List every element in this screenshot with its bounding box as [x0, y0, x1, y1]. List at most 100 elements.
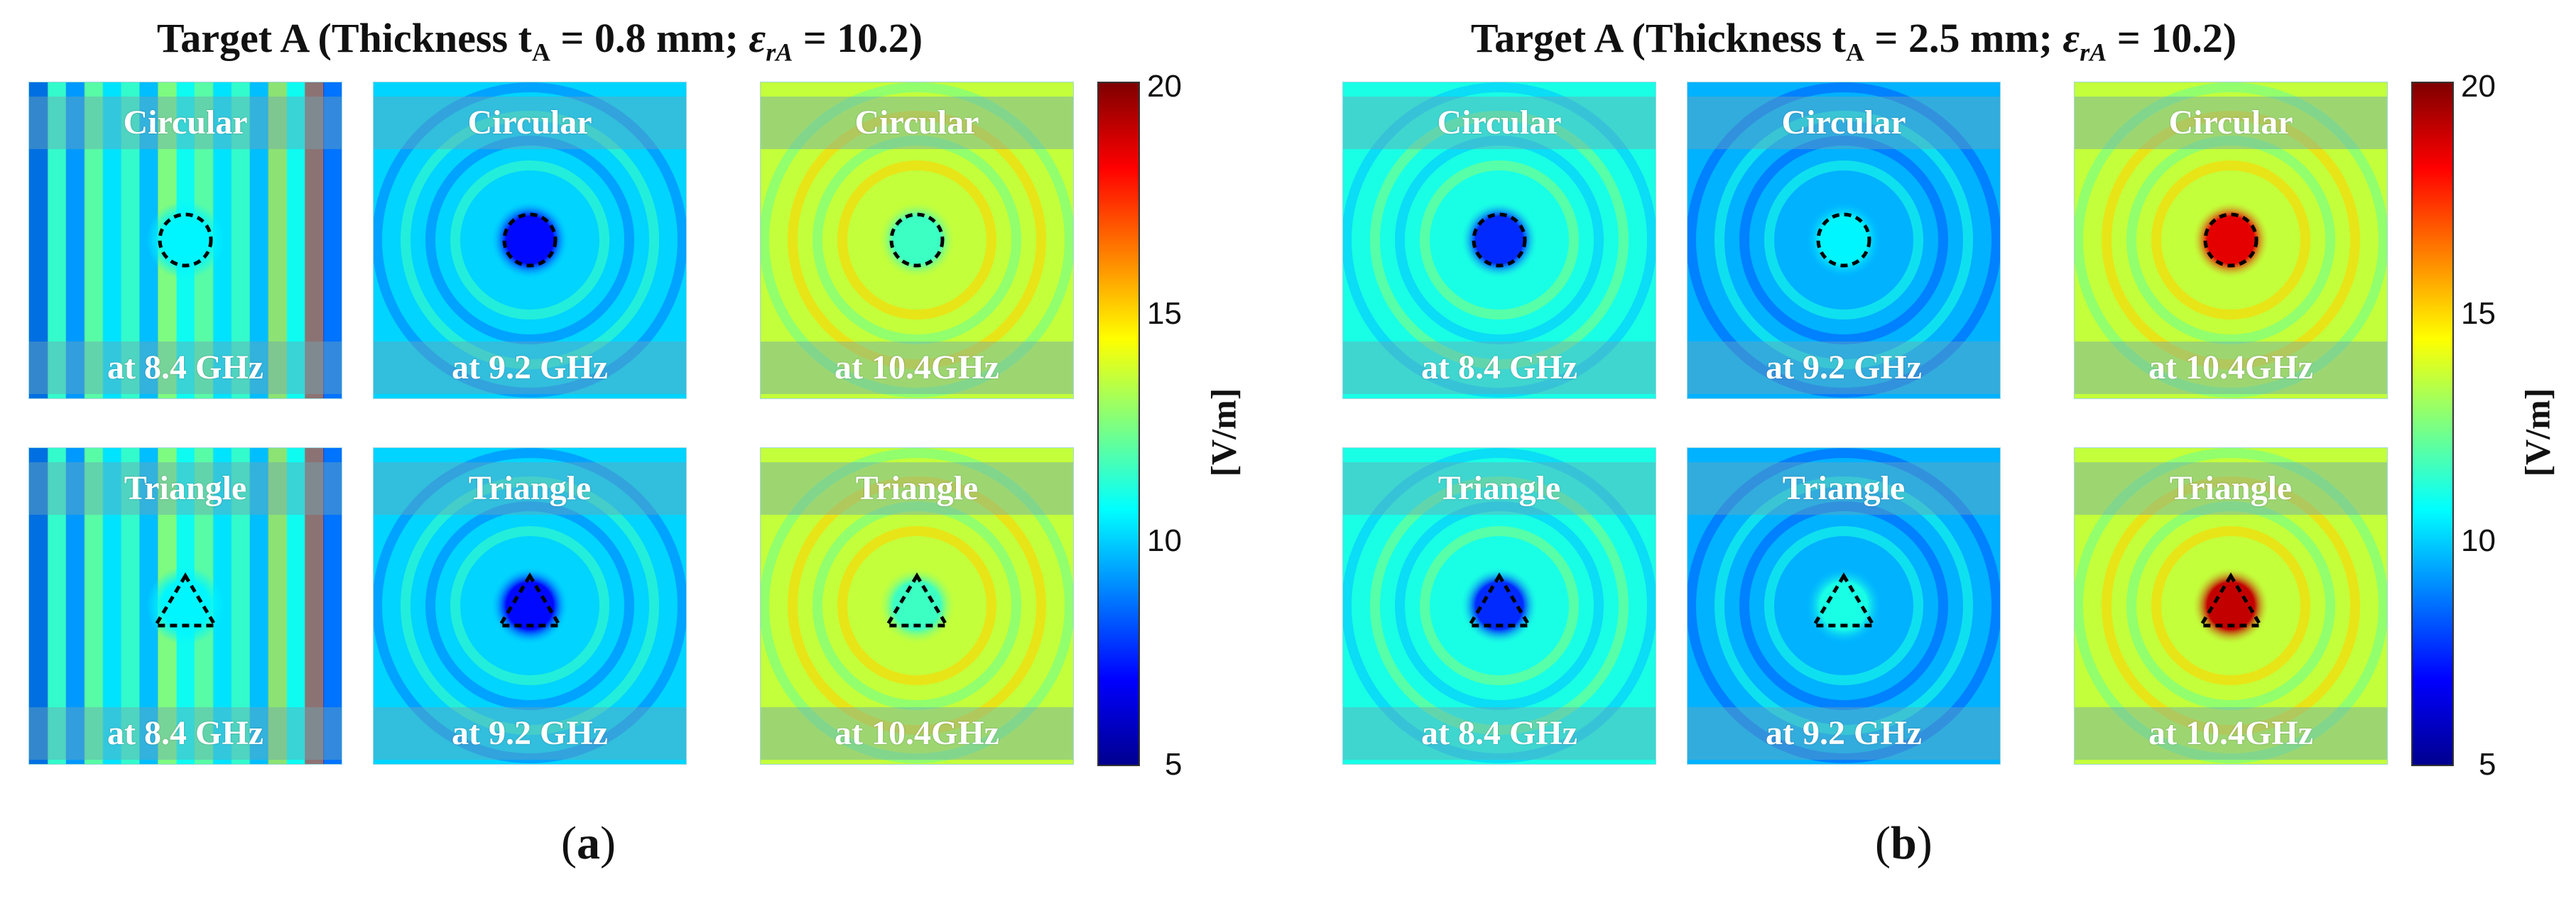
field-ring: [1688, 448, 2000, 763]
field-ring: [761, 82, 1073, 398]
field-ring: [1343, 82, 1656, 398]
frequency-label: at 8.4 GHz: [1343, 707, 1656, 760]
field-ring: [1420, 160, 1579, 320]
field-stripe: [323, 82, 342, 398]
field-map: [1343, 82, 1656, 398]
shape-label: Circular: [374, 97, 686, 149]
heatmap-tile: Circular at 8.4 GHz: [28, 82, 342, 399]
colorbar-b-tick: 10: [2461, 523, 2496, 558]
target-triangle-outline: [1810, 572, 1877, 628]
frequency-label: at 10.4GHz: [761, 342, 1073, 394]
heatmap-tile: Triangle at 9.2 GHz: [1687, 447, 2001, 765]
target-triangle-outline: [2197, 572, 2264, 628]
field-stripe: [249, 82, 269, 398]
field-ring: [1370, 476, 1629, 735]
field-center: [491, 567, 569, 645]
field-ring: [2075, 82, 2387, 398]
field-map: [29, 82, 342, 398]
field-stripe: [65, 82, 85, 398]
colorbar-a-tick: 15: [1147, 296, 1182, 331]
field-ring: [1420, 526, 1579, 685]
field-ring: [2126, 136, 2335, 344]
field-center: [2192, 567, 2270, 645]
target-circle-outline: [1816, 212, 1871, 268]
field-ring: [1688, 82, 2000, 398]
field-center: [878, 201, 956, 279]
shape-label: Triangle: [2075, 462, 2387, 515]
field-ring: [1764, 160, 1923, 320]
field-center: [146, 201, 224, 279]
target-circle-outline: [2203, 212, 2259, 268]
field-ring: [1739, 501, 1948, 710]
field-stripe: [323, 448, 342, 764]
field-stripe: [231, 448, 251, 764]
shape-label: Triangle: [1343, 462, 1656, 515]
colorbar-a-tick: 10: [1147, 523, 1182, 558]
field-stripe: [84, 82, 104, 398]
target-circle-outline: [1472, 212, 1527, 268]
frequency-label: at 9.2 GHz: [1688, 342, 2000, 394]
heatmap-tile: Circular at 9.2 GHz: [373, 82, 687, 399]
colorbar-a-tick: 20: [1147, 69, 1182, 104]
field-center: [491, 201, 569, 279]
field-stripe: [65, 448, 85, 764]
field-stripe: [121, 448, 141, 764]
target-circle-outline: [889, 212, 945, 268]
field-ring: [788, 111, 1046, 369]
frequency-label: at 9.2 GHz: [374, 707, 686, 760]
field-center: [1460, 567, 1538, 645]
field-stripe: [268, 448, 288, 764]
field-ring: [788, 476, 1046, 735]
field-stripe: [305, 82, 325, 398]
field-stripe: [84, 448, 104, 764]
field-stripe: [47, 448, 67, 764]
panel-b-title: Target A (Thickness tA = 2.5 mm; εrA = 1…: [1470, 15, 2237, 67]
shape-label: Triangle: [1688, 462, 2000, 515]
heatmap-tile: Circular at 10.4GHz: [2074, 82, 2388, 399]
field-map: [1688, 82, 2000, 398]
frequency-label: at 9.2 GHz: [374, 342, 686, 394]
shape-label: Circular: [761, 97, 1073, 149]
field-map: [2075, 82, 2387, 398]
field-ring: [2151, 526, 2310, 685]
field-center: [1805, 567, 1883, 645]
field-stripe: [249, 448, 269, 764]
field-ring: [1739, 136, 1948, 344]
field-map: [1688, 448, 2000, 764]
field-ring: [813, 136, 1021, 344]
field-ring: [837, 160, 996, 320]
frequency-label: at 8.4 GHz: [29, 342, 342, 394]
field-ring: [1764, 526, 1923, 685]
field-ring: [2102, 476, 2360, 735]
colorbar-b-unit: [V/m]: [2517, 388, 2558, 477]
colorbar-a-tick: 5: [1165, 747, 1183, 782]
field-stripe: [286, 448, 306, 764]
panel-a-title: Target A (Thickness tA = 0.8 mm; εrA = 1…: [156, 15, 923, 67]
field-ring: [374, 82, 686, 398]
field-ring: [2126, 501, 2335, 710]
heatmap-tile: Triangle at 8.4 GHz: [28, 447, 342, 765]
field-ring: [1395, 501, 1604, 710]
heatmap-tile: Triangle at 10.4GHz: [760, 447, 1074, 765]
field-ring: [450, 160, 609, 320]
field-map: [374, 82, 686, 398]
field-stripe: [121, 82, 141, 398]
field-center: [1805, 201, 1883, 279]
subfigure-label-b: (b): [1875, 817, 1933, 869]
heatmap-tile: Circular at 10.4GHz: [760, 82, 1074, 399]
field-ring: [2075, 448, 2387, 763]
frequency-label: at 10.4GHz: [2075, 707, 2387, 760]
heatmap-tile: Circular at 8.4 GHz: [1342, 82, 1656, 399]
field-map: [1343, 448, 1656, 764]
field-ring: [2151, 160, 2310, 320]
target-triangle-outline: [884, 572, 950, 628]
field-stripe: [305, 448, 325, 764]
colorbar-b-tick: 20: [2461, 69, 2496, 104]
field-ring: [374, 448, 686, 763]
colorbar-b-tick: 15: [2461, 296, 2496, 331]
shape-label: Triangle: [29, 462, 342, 515]
field-stripe: [286, 82, 306, 398]
field-ring: [2102, 111, 2360, 369]
field-map: [761, 82, 1073, 398]
heatmap-tile: Triangle at 9.2 GHz: [373, 447, 687, 765]
